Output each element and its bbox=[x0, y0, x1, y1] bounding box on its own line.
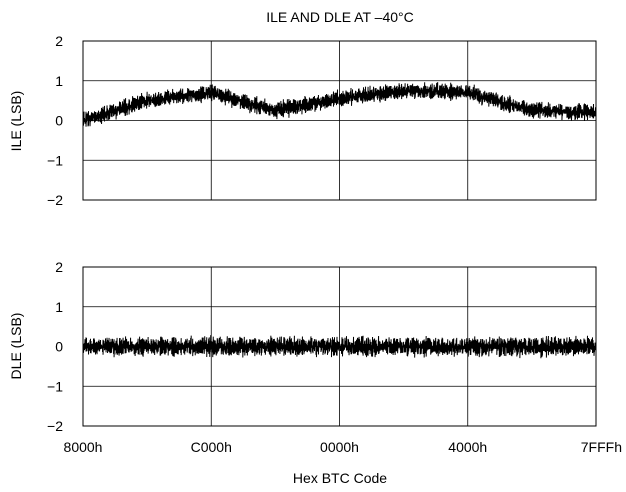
ile-y-axis-label: ILE (LSB) bbox=[8, 91, 24, 152]
chart-title: ILE AND DLE AT –40°C bbox=[266, 9, 414, 25]
dle-y-tick-labels: 2 1 0 −1 −2 bbox=[47, 259, 63, 434]
ile-y-tick-label: 2 bbox=[55, 33, 63, 49]
x-tick-label: 8000h bbox=[64, 439, 103, 455]
dle-trace bbox=[82, 335, 597, 359]
x-tick-label: 7FFFh bbox=[581, 439, 622, 455]
ile-y-tick-label: 1 bbox=[55, 73, 63, 89]
ile-y-tick-labels: 2 1 0 −1 −2 bbox=[47, 33, 63, 208]
ile-grid bbox=[83, 41, 596, 200]
dle-y-tick-label: 2 bbox=[55, 259, 63, 275]
ile-y-tick-label: −2 bbox=[47, 192, 63, 208]
x-tick-label: 0000h bbox=[320, 439, 359, 455]
dle-y-tick-label: 1 bbox=[55, 299, 63, 315]
x-tick-label: C000h bbox=[191, 439, 232, 455]
dle-y-tick-label: −2 bbox=[47, 418, 63, 434]
x-axis-label: Hex BTC Code bbox=[293, 470, 387, 486]
dle-panel: 2 1 0 −1 −2 DLE (LSB) bbox=[8, 259, 597, 434]
x-tick-labels: 8000h C000h 0000h 4000h 7FFFh bbox=[64, 439, 622, 455]
dle-y-tick-label: −1 bbox=[47, 378, 63, 394]
dle-y-axis-label: DLE (LSB) bbox=[8, 313, 24, 380]
ile-y-tick-label: 0 bbox=[55, 113, 63, 129]
ile-y-tick-label: −1 bbox=[47, 152, 63, 168]
ile-trace bbox=[82, 82, 597, 127]
x-tick-label: 4000h bbox=[448, 439, 487, 455]
dle-y-tick-label: 0 bbox=[55, 339, 63, 355]
ile-panel: 2 1 0 −1 −2 ILE (LSB) bbox=[8, 33, 597, 208]
